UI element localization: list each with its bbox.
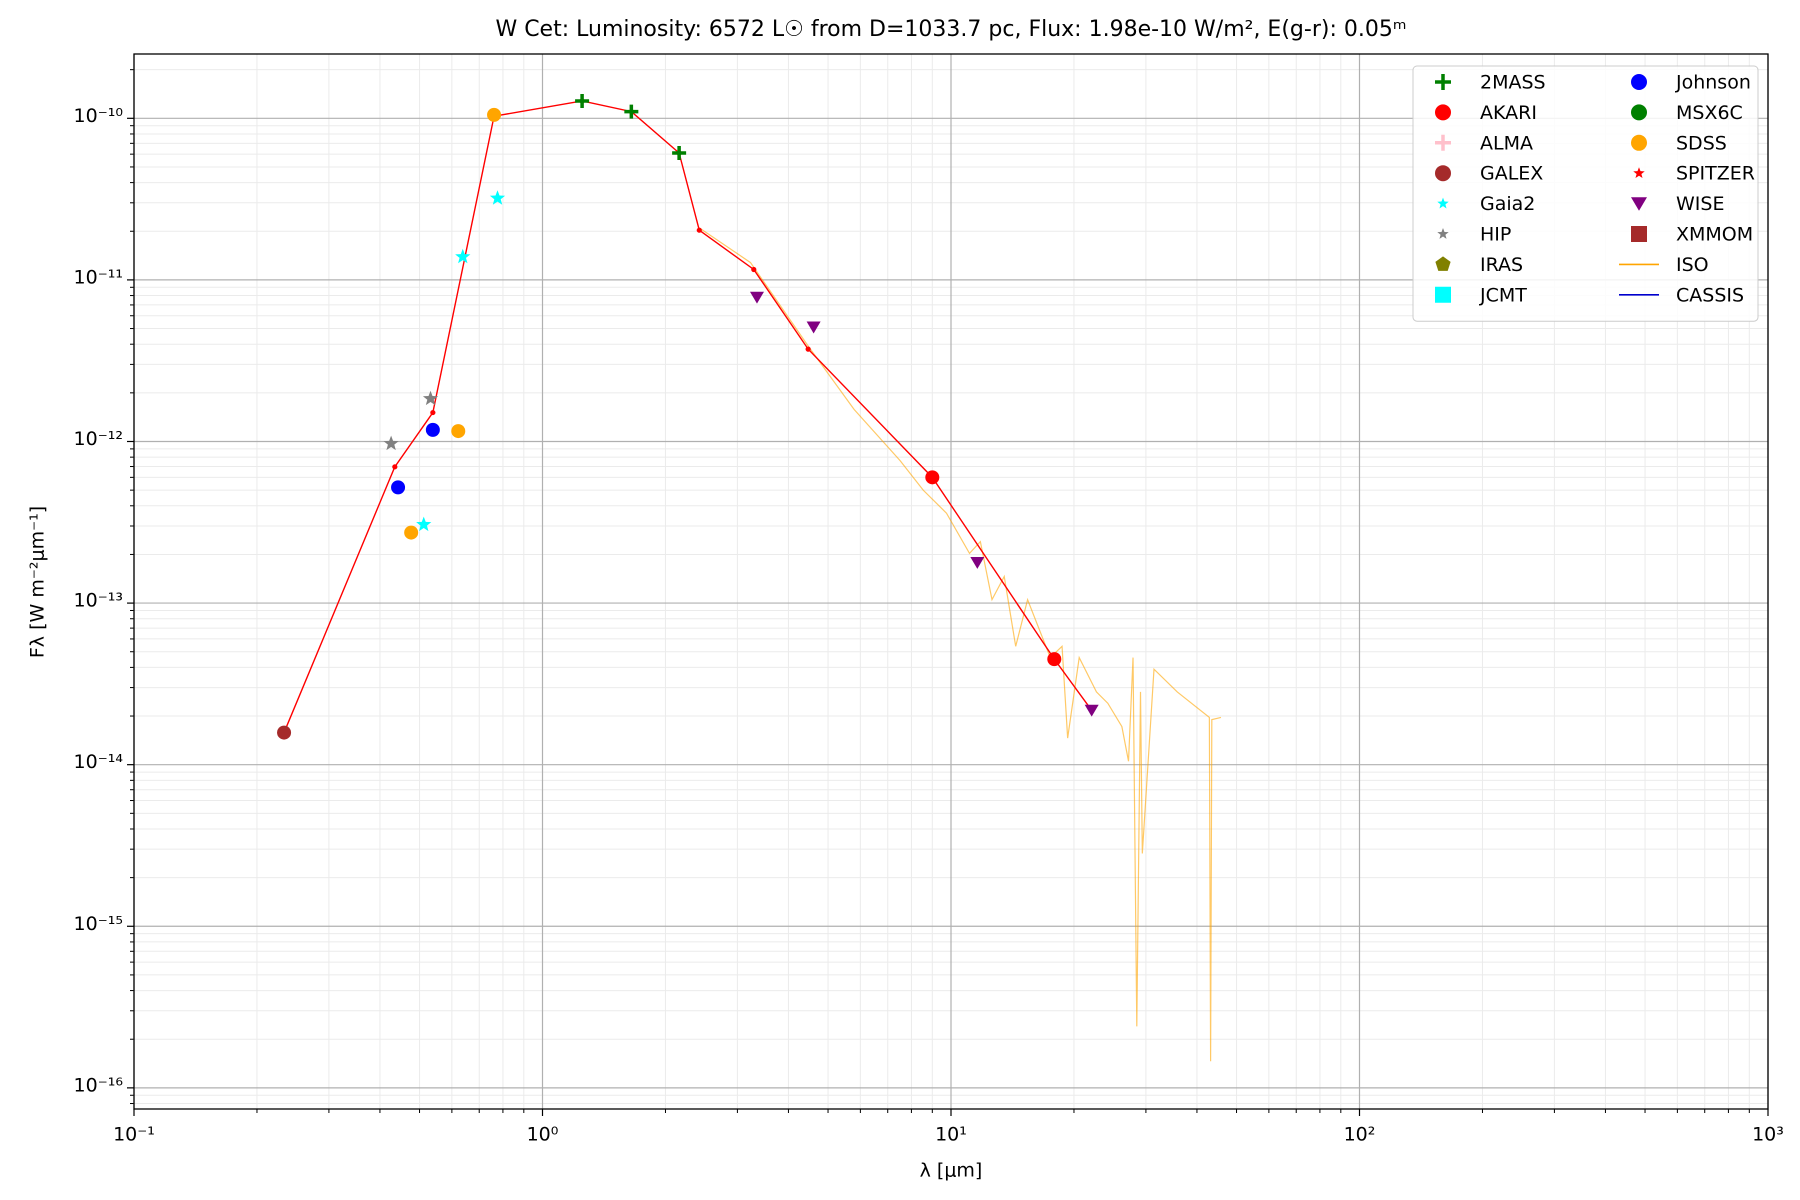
data-point <box>1084 704 1099 717</box>
legend-swatch <box>1631 74 1647 90</box>
legend-label: JCMT <box>1479 284 1527 306</box>
data-point <box>806 321 821 334</box>
data-point <box>277 725 292 740</box>
data-point <box>489 190 506 205</box>
data-point <box>391 480 406 495</box>
data-point <box>422 390 439 406</box>
chart-title: W Cet: Luminosity: 6572 L☉ from D=1033.7… <box>495 17 1406 42</box>
legend-swatch <box>1435 286 1451 303</box>
legend-label: Johnson <box>1675 72 1751 94</box>
data-point <box>1047 652 1062 667</box>
data-point <box>925 470 940 485</box>
x-tick-label: 10² <box>1344 1124 1376 1146</box>
legend-label: AKARI <box>1480 102 1537 124</box>
x-tick-label: 10³ <box>1752 1124 1784 1146</box>
y-axis-label: Fλ [W m⁻²μm⁻¹] <box>27 506 49 658</box>
model-point <box>430 409 436 416</box>
legend-label: MSX6C <box>1676 102 1743 124</box>
legend-label: HIP <box>1480 224 1511 246</box>
legend-swatch <box>1435 74 1451 90</box>
y-tick-label: 10⁻¹² <box>74 428 123 450</box>
y-tick-label: 10⁻¹⁰ <box>74 105 123 127</box>
legend-label: CASSIS <box>1676 284 1744 306</box>
model-point <box>751 266 757 273</box>
data-point <box>451 424 466 439</box>
data-point <box>487 107 502 122</box>
data-point <box>672 145 687 160</box>
y-tick-label: 10⁻¹³ <box>74 590 123 612</box>
legend-swatch <box>1435 134 1451 151</box>
legend-label: 2MASS <box>1480 72 1546 94</box>
legend-swatch <box>1437 228 1449 239</box>
legend-swatch <box>1435 104 1451 121</box>
data-point <box>749 291 764 304</box>
legend-label: IRAS <box>1480 254 1523 276</box>
x-axis-label: λ [μm] <box>920 1160 983 1182</box>
x-tick-label: 10⁰ <box>527 1124 559 1146</box>
legend-label: XMMOM <box>1676 224 1753 246</box>
legend-swatch <box>1631 134 1647 151</box>
data-point <box>383 435 399 451</box>
model-point <box>696 227 702 233</box>
legend-label: WISE <box>1676 193 1724 215</box>
legend-swatch <box>1435 165 1451 182</box>
legend-label: ALMA <box>1480 132 1533 154</box>
plot-frame <box>133 53 1769 1110</box>
spectrum-line <box>698 227 1222 1062</box>
legend-swatch <box>1631 104 1647 121</box>
model-point <box>805 346 811 352</box>
legend-swatch <box>1631 197 1647 211</box>
legend-swatch <box>1435 256 1451 271</box>
legend-label: SDSS <box>1676 132 1727 154</box>
y-tick-label: 10⁻¹¹ <box>74 266 123 288</box>
legend-label: ISO <box>1676 254 1709 276</box>
data-point <box>416 516 432 532</box>
legend-swatch <box>1631 226 1647 242</box>
data-point <box>404 525 419 540</box>
legend-label: GALEX <box>1480 163 1543 185</box>
data-point <box>425 422 440 437</box>
legend-swatch <box>1633 167 1645 179</box>
y-tick-label: 10⁻¹⁴ <box>74 751 124 773</box>
legend-swatch <box>1437 197 1449 209</box>
legend-label: SPITZER <box>1676 163 1755 185</box>
y-tick-label: 10⁻¹⁵ <box>74 913 123 935</box>
legend-label: Gaia2 <box>1480 193 1535 215</box>
legend-frame <box>1412 65 1759 322</box>
data-point <box>575 93 590 108</box>
x-tick-label: 10¹ <box>935 1124 967 1146</box>
x-tick-label: 10⁻¹ <box>113 1124 155 1146</box>
model-point <box>392 464 398 470</box>
data-point <box>970 557 985 569</box>
y-tick-label: 10⁻¹⁶ <box>74 1074 123 1096</box>
data-point <box>455 248 471 264</box>
data-point <box>624 104 639 119</box>
